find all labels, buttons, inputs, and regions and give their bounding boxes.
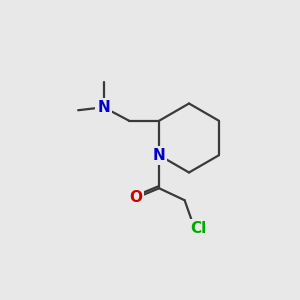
Text: N: N [153,148,166,163]
Text: N: N [97,100,110,115]
Text: Cl: Cl [190,221,206,236]
Text: O: O [130,190,142,205]
